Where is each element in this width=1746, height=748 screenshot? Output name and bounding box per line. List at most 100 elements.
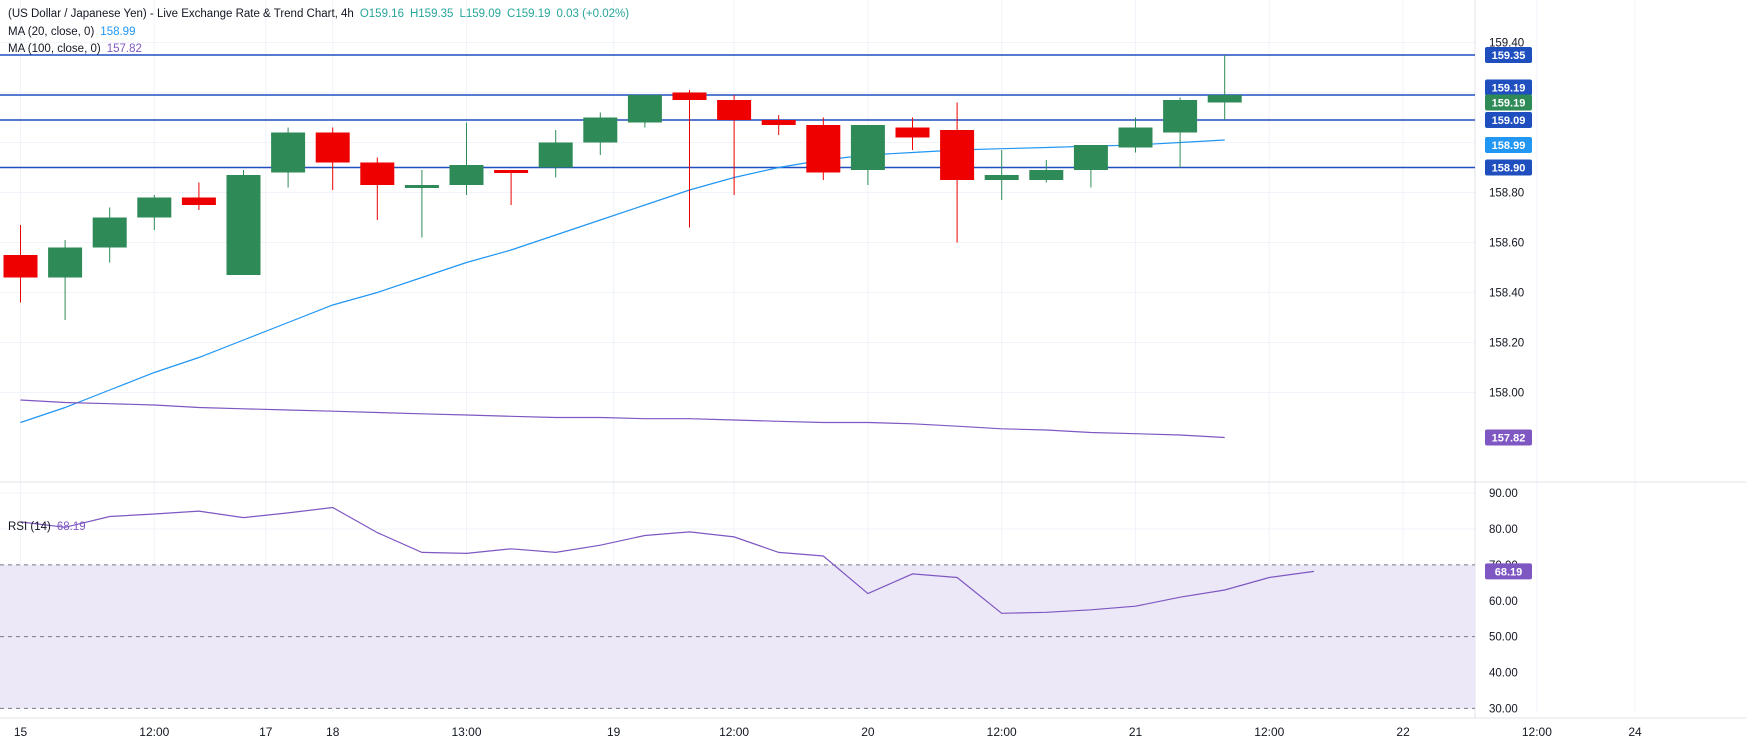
candle-body	[449, 165, 484, 185]
time-axis-label: 12:00	[1522, 725, 1552, 739]
candle	[48, 240, 83, 320]
rsi-legend[interactable]: RSI (14) 68.19	[8, 521, 92, 533]
rsi-value: 68.19	[56, 521, 86, 533]
candle	[1029, 160, 1064, 183]
chart-title: (US Dollar / Japanese Yen) - Live Exchan…	[8, 8, 354, 20]
candle	[538, 130, 573, 178]
candle-body	[1118, 127, 1153, 148]
price-tag: 157.82	[1485, 429, 1532, 446]
price-tag-text: 159.09	[1492, 115, 1526, 127]
rsi-axis-label: 80.00	[1489, 524, 1518, 536]
price-tag: 158.99	[1485, 137, 1532, 153]
candle-body	[137, 197, 172, 218]
time-axis-label: 21	[1129, 725, 1143, 739]
price-tag-text: 158.99	[1492, 140, 1526, 152]
change-value: 0.03 (+0.02%)	[556, 8, 630, 20]
price-axis-label: 158.80	[1489, 188, 1524, 200]
candle	[3, 225, 38, 303]
candle	[984, 150, 1019, 200]
candle	[761, 115, 796, 135]
candle	[271, 127, 306, 188]
candle	[672, 90, 707, 228]
candle-body	[360, 162, 395, 185]
candle-body	[1163, 100, 1198, 133]
ma20-legend[interactable]: MA (20, close, 0) 158.99	[8, 26, 141, 38]
time-axis-label: 12:00	[719, 725, 749, 739]
price-axis-label: 159.40	[1489, 38, 1524, 50]
candle	[494, 170, 529, 205]
time-axis-label: 24	[1628, 725, 1642, 739]
price-tag-bg	[1485, 47, 1532, 63]
candle	[940, 102, 975, 243]
price-tag: 158.90	[1485, 159, 1532, 176]
candle	[1073, 145, 1108, 188]
time-axis-label: 13:00	[451, 725, 481, 739]
candles	[3, 55, 1242, 320]
candle-body	[895, 127, 930, 138]
candle-body	[940, 130, 975, 180]
ma20-line	[20, 139, 1225, 424]
price-tag-bg	[1485, 429, 1532, 446]
candle	[181, 182, 216, 210]
candle	[583, 112, 618, 155]
candle	[627, 95, 662, 128]
ma100-legend[interactable]: MA (100, close, 0) 157.82	[8, 43, 148, 55]
ma20-value: 158.99	[100, 26, 136, 38]
candle-body	[3, 255, 38, 278]
candle-body	[48, 247, 83, 278]
candle-body	[850, 125, 885, 170]
rsi-axis-label: 50.00	[1489, 632, 1518, 644]
price-tag-bg	[1485, 79, 1532, 96]
rsi-axis-label: 30.00	[1489, 703, 1518, 715]
candle	[1163, 97, 1198, 168]
price-tag-bg	[1485, 137, 1532, 153]
ma20-label: MA (20, close, 0)	[8, 26, 95, 38]
candle-body	[761, 120, 796, 125]
candle-body	[717, 100, 752, 120]
price-tag-bg	[1485, 159, 1532, 176]
candle-body	[315, 132, 350, 163]
candle-body	[181, 197, 216, 205]
candle-body	[672, 92, 707, 100]
time-axis-label: 17	[259, 725, 273, 739]
time-axis-label: 22	[1396, 725, 1410, 739]
price-tag-bg	[1485, 112, 1532, 128]
candle	[895, 117, 930, 150]
low-value: L159.09	[459, 8, 502, 20]
candle	[1207, 55, 1242, 120]
ma100-label: MA (100, close, 0)	[8, 43, 101, 55]
rsi-axis-label: 40.00	[1489, 668, 1518, 680]
time-axis-label: 19	[607, 725, 621, 739]
price-tag: 159.19	[1485, 79, 1532, 96]
time-axis-label: 12:00	[1254, 725, 1284, 739]
candle-body	[226, 175, 261, 275]
price-tag-text: 159.19	[1492, 98, 1526, 110]
rsi-line	[20, 506, 1314, 614]
time-axis-label: 15	[14, 725, 28, 739]
price-tag: 159.09	[1485, 112, 1532, 128]
price-tag-bg	[1485, 94, 1532, 111]
ma100-line	[20, 399, 1225, 439]
candle-body	[1073, 145, 1108, 170]
candle	[137, 195, 172, 230]
candle-body	[1029, 170, 1064, 180]
time-axis-label: 12:00	[987, 725, 1017, 739]
price-axis-label: 158.40	[1489, 288, 1524, 300]
candle-body	[583, 117, 618, 143]
rsi-tag-text: 68.19	[1495, 566, 1523, 578]
price-tag: 159.19	[1485, 94, 1532, 111]
candle	[226, 170, 261, 275]
candle-body	[404, 185, 439, 188]
candle	[717, 95, 752, 195]
candle	[360, 157, 395, 220]
time-axis-label: 18	[326, 725, 340, 739]
candle	[449, 122, 484, 195]
chart-legend-header: (US Dollar / Japanese Yen) - Live Exchan…	[8, 8, 635, 20]
candle-body	[92, 217, 127, 248]
rsi-label: RSI (14)	[8, 521, 51, 533]
candle	[315, 127, 350, 190]
candle-body	[1207, 95, 1242, 103]
candle-body	[627, 95, 662, 123]
candle-body	[271, 132, 306, 173]
